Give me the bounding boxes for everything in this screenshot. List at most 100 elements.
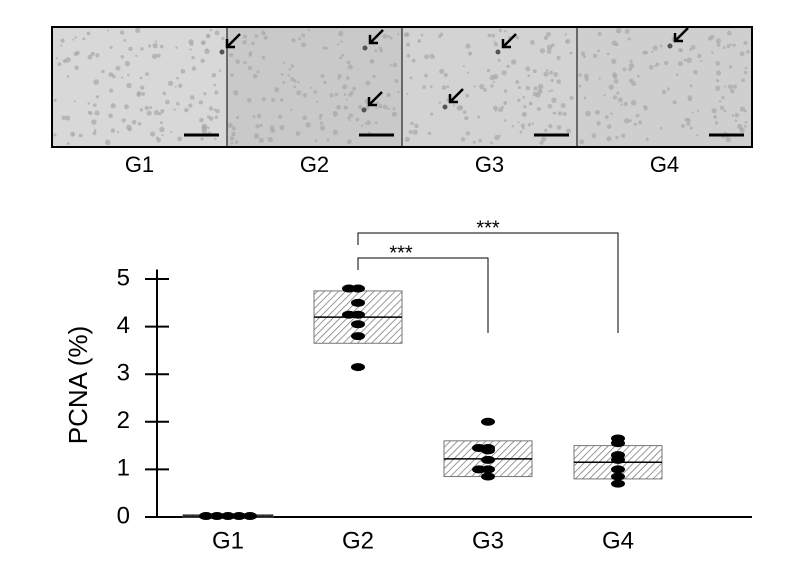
cell xyxy=(120,76,124,79)
cell xyxy=(666,87,670,91)
cell xyxy=(623,101,628,107)
cell xyxy=(229,136,235,141)
cell xyxy=(525,85,530,91)
cell xyxy=(73,51,78,57)
cell xyxy=(715,70,722,76)
cell xyxy=(256,70,260,74)
data-point xyxy=(342,284,356,293)
cell xyxy=(460,137,466,142)
cell xyxy=(159,121,163,125)
cell xyxy=(322,46,327,50)
cell xyxy=(74,65,79,71)
y-tick-label: 2 xyxy=(117,407,130,434)
cell xyxy=(430,112,434,116)
cell xyxy=(715,38,722,44)
cell xyxy=(397,90,400,93)
cell xyxy=(611,58,617,65)
cell xyxy=(598,77,601,80)
cell xyxy=(345,98,348,101)
cell xyxy=(739,127,745,133)
cell xyxy=(60,44,63,47)
cell xyxy=(635,113,640,118)
cell xyxy=(592,53,598,58)
cell xyxy=(152,43,158,49)
stained-cell xyxy=(442,104,448,110)
significance-bracket xyxy=(357,257,489,333)
cell xyxy=(382,33,388,39)
cell xyxy=(412,129,418,135)
cell xyxy=(726,30,732,36)
cell xyxy=(392,62,398,68)
cell xyxy=(214,137,217,140)
cell xyxy=(334,115,337,118)
cell xyxy=(144,105,149,111)
cell xyxy=(490,84,494,88)
stained-cell xyxy=(361,107,367,113)
cell xyxy=(189,95,195,100)
cell xyxy=(562,111,567,116)
cell xyxy=(374,49,378,53)
cell xyxy=(293,85,297,89)
cell xyxy=(78,133,83,138)
data-point xyxy=(481,417,495,426)
cell xyxy=(565,39,571,44)
cell xyxy=(497,58,501,62)
cell xyxy=(405,32,410,37)
cell xyxy=(617,97,623,103)
cell xyxy=(648,64,654,70)
cell xyxy=(366,120,371,126)
micrograph xyxy=(52,27,227,147)
data-point xyxy=(232,512,246,521)
cell xyxy=(159,126,165,133)
cell xyxy=(746,50,750,54)
cell xyxy=(282,80,286,84)
cell xyxy=(528,101,533,105)
cell xyxy=(492,81,496,84)
cell xyxy=(739,106,746,112)
cell xyxy=(645,137,649,141)
cell xyxy=(341,53,345,57)
cell xyxy=(261,97,266,102)
cell xyxy=(82,37,86,41)
cell xyxy=(583,96,587,100)
cell xyxy=(203,92,207,96)
cell xyxy=(691,111,694,114)
cell xyxy=(66,75,70,78)
cell xyxy=(340,40,343,43)
cell xyxy=(406,53,411,58)
cell xyxy=(314,139,318,142)
cell xyxy=(173,108,176,111)
cell xyxy=(387,35,391,39)
x-tick-label: G4 xyxy=(602,527,634,554)
cell xyxy=(679,48,683,52)
cell xyxy=(539,140,544,145)
cell xyxy=(612,74,618,79)
cell xyxy=(494,42,499,47)
cell xyxy=(208,106,214,111)
cell xyxy=(320,74,325,79)
cell xyxy=(274,87,280,93)
data-point xyxy=(243,512,257,521)
cell xyxy=(743,124,747,128)
cell xyxy=(107,29,110,32)
cell xyxy=(551,97,557,103)
cell xyxy=(611,40,618,46)
cell xyxy=(271,98,276,102)
cell xyxy=(546,44,553,51)
cell xyxy=(154,40,158,43)
stained-cell xyxy=(495,49,501,55)
cell xyxy=(453,104,456,107)
cell xyxy=(87,110,91,114)
cell xyxy=(690,45,696,50)
cell xyxy=(580,51,586,56)
cell xyxy=(624,118,630,124)
cell xyxy=(583,73,589,79)
cell xyxy=(732,84,737,89)
cell xyxy=(465,131,471,136)
cell xyxy=(578,84,582,88)
cell xyxy=(464,116,469,121)
cell xyxy=(406,92,409,95)
cell xyxy=(280,73,284,76)
cell xyxy=(66,142,70,145)
cell xyxy=(116,130,120,134)
